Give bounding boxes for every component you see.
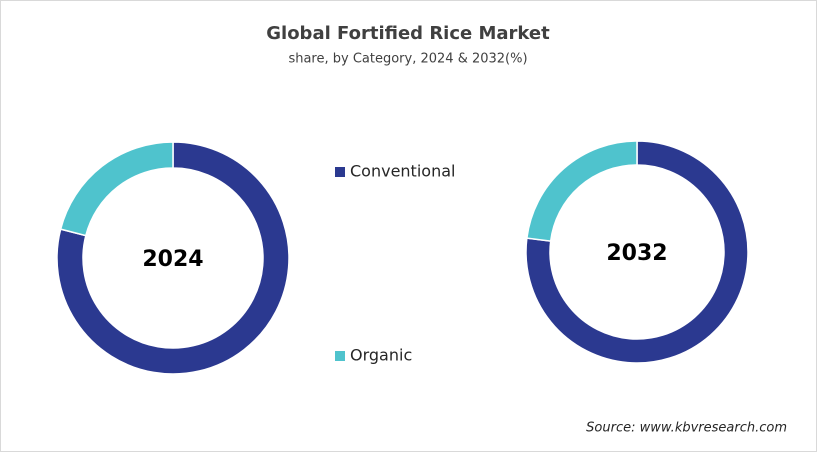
source: Source: www.kbvresearch.com <box>586 421 787 436</box>
legend-label: Organic <box>350 346 412 365</box>
donut-segment <box>59 141 174 237</box>
chart-title: Global Fortified Rice Market <box>266 23 550 44</box>
chart-subtitle: share, by Category, 2024 & 2032(%) <box>288 52 527 67</box>
donut-segment <box>526 140 638 242</box>
legend-label: Conventional <box>350 162 455 181</box>
donut-segment <box>56 141 290 375</box>
donut-label: 2032 <box>606 241 667 266</box>
legend-swatch <box>335 351 345 361</box>
donut-label: 2024 <box>142 247 203 272</box>
donut-segment <box>525 140 749 364</box>
legend-swatch <box>335 167 345 177</box>
